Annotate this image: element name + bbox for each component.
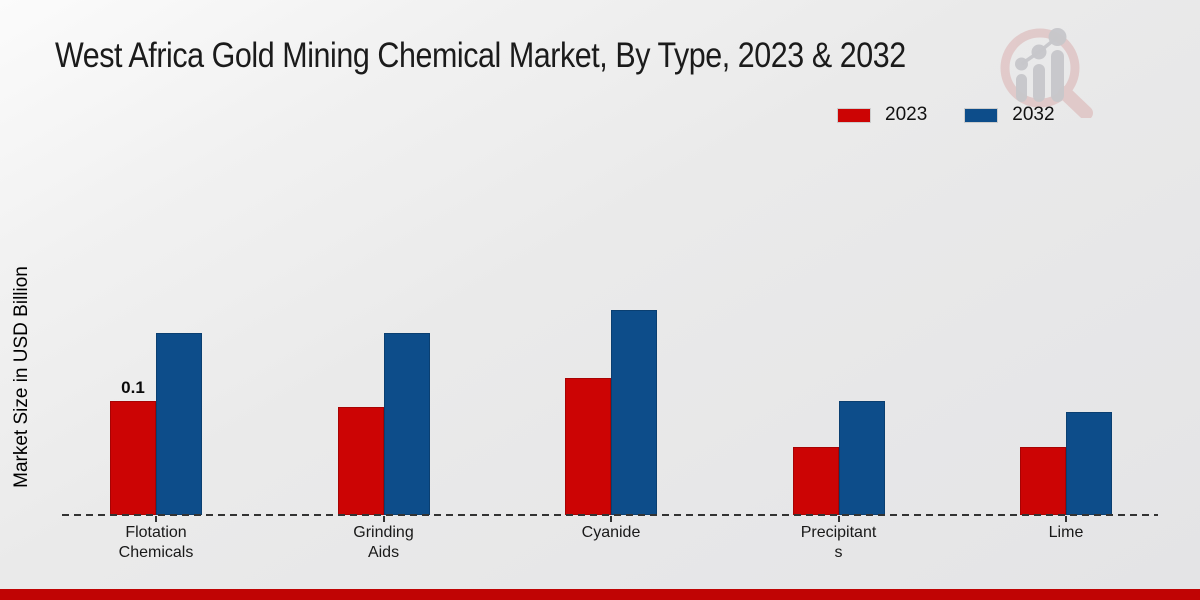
bar-2032-grinding-aids: [383, 333, 430, 515]
legend-swatch-2032: [965, 108, 998, 122]
bar-2032-lime: [1066, 412, 1112, 515]
legend-label-2032: 2032: [1012, 104, 1055, 125]
bar-2023-cyanide: [565, 378, 611, 515]
bar-2023-lime: [1020, 447, 1066, 515]
footer-bar: [0, 589, 1200, 600]
legend-item-2032: 2032: [965, 104, 1055, 126]
legend: 2023 2032: [838, 104, 1055, 126]
x-axis-label-precipitants: Precipitant s: [800, 524, 877, 561]
legend-item-2023: 2023: [838, 104, 927, 126]
bar-value-label-2023-flotation-chemicals: 0.1: [121, 378, 145, 397]
x-axis-label-flotation-chemicals: Flotation Chemicals: [118, 524, 194, 561]
bar-2032-flotation-chemicals: [156, 333, 202, 515]
bar-2023-flotation-chemicals: [110, 401, 156, 515]
page-title: West Africa Gold Mining Chemical Market,…: [55, 36, 906, 75]
x-axis-label-cyanide: Cyanide: [581, 524, 641, 541]
legend-label-2023: 2023: [885, 104, 928, 125]
y-axis-title: Market Size in USD Billion: [11, 266, 32, 488]
x-axis-label-grinding-aids: Grinding Aids: [353, 524, 414, 561]
x-axis-label-lime: Lime: [1048, 524, 1084, 541]
x-axis-baseline: [62, 514, 1158, 516]
magnifier-chart-logo-icon: [1000, 28, 1093, 118]
x-axis-tick-grinding-aids: [382, 516, 385, 522]
x-axis-tick-flotation-chemicals: [155, 516, 157, 522]
x-axis-tick-cyanide: [610, 516, 612, 522]
legend-swatch-2023: [838, 108, 870, 122]
bar-2032-precipitants: [838, 401, 885, 515]
x-axis-tick-precipitants: [837, 516, 840, 522]
x-axis-tick-lime: [1065, 516, 1067, 522]
bar-2032-cyanide: [611, 310, 657, 515]
bar-2023-grinding-aids: [337, 407, 384, 515]
bar-2023-precipitants: [792, 447, 839, 515]
